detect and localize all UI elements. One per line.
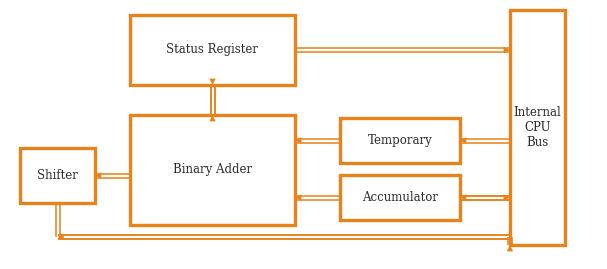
Text: Accumulator: Accumulator bbox=[362, 191, 438, 204]
Bar bbox=[130, 15, 295, 85]
Bar bbox=[340, 118, 460, 163]
Text: Temporary: Temporary bbox=[368, 134, 432, 147]
Bar bbox=[340, 175, 460, 220]
Bar bbox=[510, 10, 565, 245]
Text: Status Register: Status Register bbox=[166, 44, 259, 56]
Text: Shifter: Shifter bbox=[37, 169, 78, 182]
Bar bbox=[20, 148, 95, 203]
Text: Binary Adder: Binary Adder bbox=[173, 164, 252, 176]
Bar bbox=[130, 115, 295, 225]
Text: Internal
CPU
Bus: Internal CPU Bus bbox=[514, 106, 561, 149]
